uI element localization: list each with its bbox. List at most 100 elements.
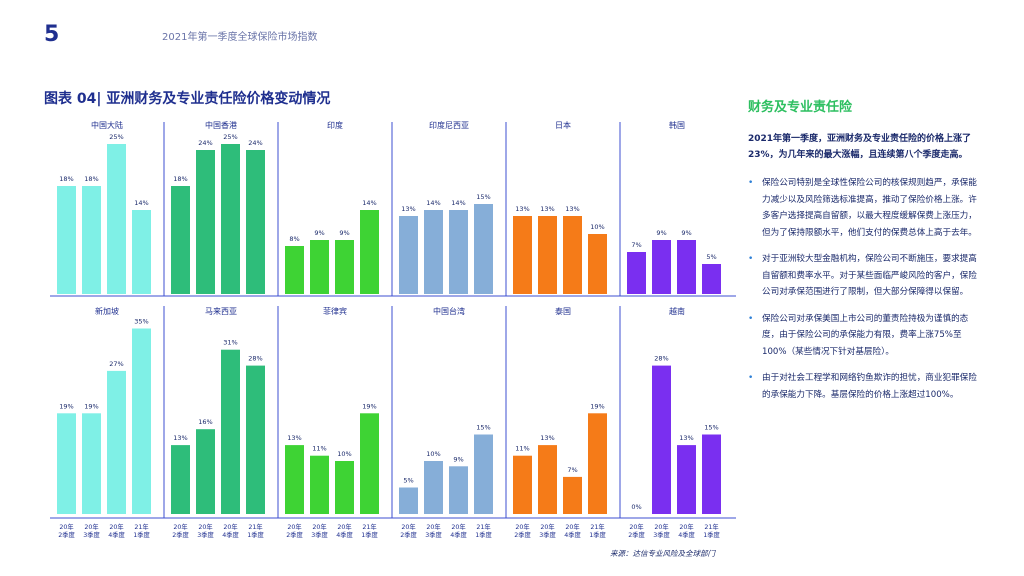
bar <box>107 370 126 514</box>
data-label: 15% <box>704 424 718 432</box>
bar <box>246 365 265 514</box>
data-label: 15% <box>476 424 490 432</box>
data-label: 24% <box>198 139 212 147</box>
bullet-icon: • <box>748 254 754 264</box>
data-label: 13% <box>679 434 693 442</box>
data-label: 19% <box>84 402 98 410</box>
tick-label: 20年 4季度 <box>450 522 467 539</box>
bar <box>399 216 418 294</box>
data-label: 19% <box>590 402 604 410</box>
tick-label: 20年 4季度 <box>678 522 695 539</box>
tick-label: 20年 2季度 <box>514 522 531 539</box>
bar <box>107 144 126 294</box>
bar <box>82 186 101 294</box>
panel-title: 菲律宾 <box>323 306 347 316</box>
tick-label: 20年 3季度 <box>539 522 556 539</box>
data-label: 10% <box>590 223 604 231</box>
panel-title: 中国香港 <box>205 120 237 130</box>
panel-title: 日本 <box>555 120 571 130</box>
bar <box>474 204 493 294</box>
bar <box>702 434 721 514</box>
tick-label: 20年 2季度 <box>172 522 189 539</box>
bar <box>627 252 646 294</box>
source-note: 来源：达信专业风险及全球部门 <box>610 549 715 558</box>
bullet-icon: • <box>748 373 754 383</box>
data-label: 13% <box>515 205 529 213</box>
bar <box>424 461 443 514</box>
data-label: 18% <box>59 175 73 183</box>
tick-label: 20年 2季度 <box>400 522 417 539</box>
bullet-icon: • <box>748 178 754 188</box>
data-label: 14% <box>451 199 465 207</box>
data-label: 7% <box>567 466 577 474</box>
tick-label: 20年 2季度 <box>286 522 303 539</box>
bullet-item: • 保险公司特别是全球性保险公司的核保规则趋严，承保能力减少以及风险筛选标准提高，… <box>748 175 980 241</box>
bar <box>196 429 215 514</box>
bar <box>310 240 329 294</box>
bar <box>652 240 671 294</box>
data-label: 11% <box>515 445 529 453</box>
data-label: 31% <box>223 339 237 347</box>
data-label: 9% <box>681 229 691 237</box>
bar <box>677 445 696 514</box>
tick-label: 20年 4季度 <box>564 522 581 539</box>
data-label: 10% <box>426 450 440 458</box>
data-label: 15% <box>476 193 490 201</box>
bar <box>399 487 418 514</box>
tick-label: 21年 1季度 <box>703 522 720 539</box>
bar <box>538 216 557 294</box>
tick-label: 20年 3季度 <box>197 522 214 539</box>
sidebar-heading: 财务及专业责任险 <box>748 100 853 115</box>
data-label: 18% <box>84 175 98 183</box>
bar <box>563 216 582 294</box>
bar <box>360 413 379 514</box>
data-label: 5% <box>403 477 413 485</box>
data-label: 8% <box>289 235 299 243</box>
tick-label: 20年 2季度 <box>58 522 75 539</box>
data-label: 19% <box>362 402 376 410</box>
data-label: 9% <box>656 229 666 237</box>
tick-label: 20年 4季度 <box>222 522 239 539</box>
panel-title: 中国大陆 <box>91 120 123 130</box>
data-label: 13% <box>540 205 554 213</box>
panel-title: 新加坡 <box>95 306 119 316</box>
data-label: 5% <box>706 253 716 261</box>
bar <box>221 144 240 294</box>
panel-title: 印度 <box>327 120 343 130</box>
sidebar-lead: 2021年第一季度，亚洲财务及专业责任险的价格上涨了23%，为几年来的最大涨幅，… <box>748 134 972 160</box>
panel-title: 马来西亚 <box>205 307 237 316</box>
data-label: 27% <box>109 360 123 368</box>
data-label: 13% <box>287 434 301 442</box>
bullet-item: • 对于亚洲较大型金融机构，保险公司不断施压，要求提高自留额和费率水平。对于某些面… <box>748 251 980 301</box>
data-label: 9% <box>314 229 324 237</box>
bar <box>82 413 101 514</box>
bar <box>335 461 354 514</box>
data-label: 35% <box>134 318 148 326</box>
bar <box>171 445 190 514</box>
sidebar: 财务及专业责任险 2021年第一季度，亚洲财务及专业责任险的价格上涨了23%，为… <box>748 96 980 413</box>
bar <box>538 445 557 514</box>
data-label: 13% <box>540 434 554 442</box>
bar <box>335 240 354 294</box>
panel-title: 韩国 <box>669 120 685 130</box>
bar <box>132 328 151 514</box>
data-label: 14% <box>426 199 440 207</box>
bar <box>702 264 721 294</box>
data-label: 18% <box>173 175 187 183</box>
bullet-item: • 由于对社会工程学和网络钓鱼欺诈的担忧，商业犯罪保险的承保能力下降。基层保险的价… <box>748 370 980 403</box>
tick-label: 21年 1季度 <box>361 522 378 539</box>
bar <box>285 445 304 514</box>
figure-title: 图表 04| 亚洲财务及专业责任险价格变动情况 <box>44 91 331 107</box>
bar <box>563 476 582 514</box>
tick-label: 20年 4季度 <box>108 522 125 539</box>
bar <box>424 210 443 294</box>
bullet-text: 保险公司特别是全球性保险公司的核保规则趋严，承保能力减少以及风险筛选标准提高，推… <box>762 178 977 238</box>
bar <box>360 210 379 294</box>
bar <box>310 455 329 514</box>
data-label: 25% <box>109 133 123 141</box>
bullet-item: • 保险公司对承保美国上市公司的董责险持极为谨慎的态度，由于保险公司的承保能力有限… <box>748 311 980 361</box>
tick-label: 20年 3季度 <box>425 522 442 539</box>
bar <box>171 186 190 294</box>
price-change-chart: 中国大陆 18% 18% 25% 14% 中国香港 18% 24% 25% 24% 印度 8% 9% 9%… <box>50 120 736 539</box>
bar <box>588 234 607 294</box>
